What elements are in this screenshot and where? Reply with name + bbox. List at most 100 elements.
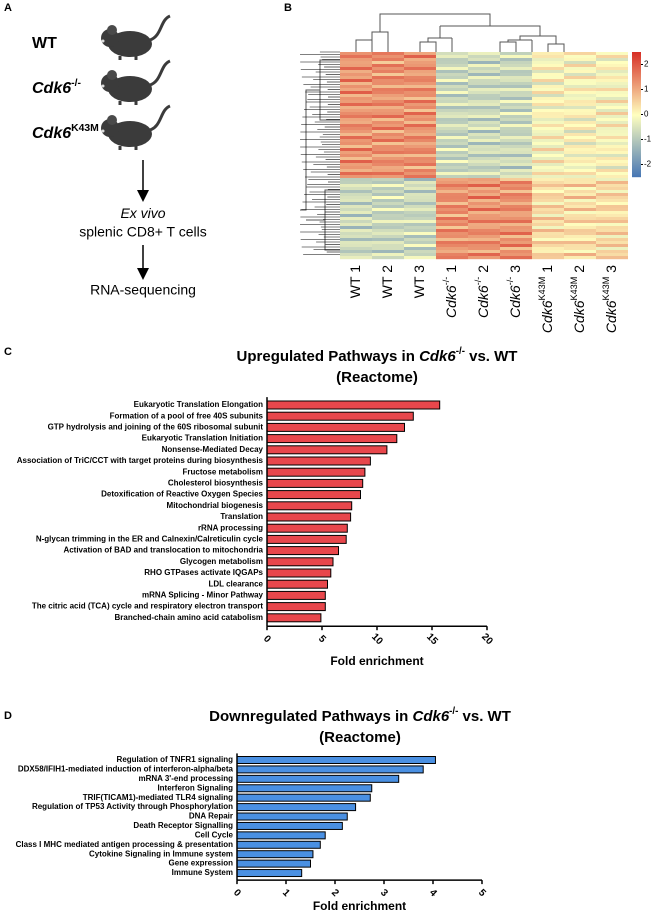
heat-cell: [404, 136, 436, 140]
category-label: Fructose metabolism: [183, 467, 263, 476]
heat-cell: [436, 112, 468, 116]
heat-cell: [596, 67, 628, 71]
colorbar-cell: [632, 132, 641, 134]
colorbar-cell: [632, 175, 641, 177]
heat-cell: [372, 193, 404, 197]
heat-cell: [564, 178, 596, 182]
colorbar-cell: [632, 116, 641, 118]
heat-cell: [436, 76, 468, 80]
colorbar-cell: [632, 115, 641, 117]
heat-cell: [340, 247, 372, 251]
heat-cell: [532, 160, 564, 164]
heat-cell: [340, 169, 372, 173]
colorbar-cell: [632, 88, 641, 90]
heat-cell: [468, 247, 500, 251]
text-part: 2: [475, 265, 491, 277]
heat-cell: [404, 160, 436, 164]
heat-cell: [596, 217, 628, 221]
heat-cell: [468, 115, 500, 119]
heat-cell: [404, 67, 436, 71]
heat-cell: [436, 67, 468, 71]
heat-cell: [564, 226, 596, 230]
heat-cell: [564, 112, 596, 116]
heat-cell: [500, 97, 532, 101]
heat-cell: [372, 124, 404, 128]
heat-cell: [500, 133, 532, 137]
colorbar-cell: [632, 89, 641, 91]
colorbar-cell: [632, 123, 641, 125]
heat-cell: [340, 106, 372, 110]
colorbar-cell: [632, 140, 641, 142]
heat-cell: [596, 244, 628, 248]
heat-cell: [564, 247, 596, 251]
heat-cell: [500, 100, 532, 104]
heat-cell: [404, 256, 436, 260]
heat-cell: [404, 91, 436, 95]
heat-cell: [532, 130, 564, 134]
heat-cell: [596, 112, 628, 116]
heat-cell: [468, 181, 500, 185]
category-label: Eukaryotic Translation Elongation: [134, 400, 263, 409]
column-label: Cdk6K43M 2: [569, 265, 586, 333]
heat-cell: [404, 172, 436, 176]
colorbar-cell: [632, 85, 641, 87]
bar: [266, 613, 322, 623]
heat-cell: [404, 220, 436, 224]
colorbar-cell: [632, 65, 641, 67]
colorbar-cell: [632, 150, 641, 152]
heat-cell: [372, 154, 404, 158]
heat-cell: [468, 250, 500, 254]
colorbar-cell: [632, 114, 641, 116]
heat-cell: [596, 187, 628, 191]
colorbar-cell: [632, 111, 641, 113]
heat-cell: [564, 235, 596, 239]
heat-cell: [596, 172, 628, 176]
heat-cell: [404, 253, 436, 257]
colorbar-cell: [632, 134, 641, 136]
category-label: Regulation of TP53 Activity through Phos…: [32, 802, 233, 811]
heat-cell: [564, 193, 596, 197]
colorbar-cell: [632, 168, 641, 170]
column-label: Cdk6-/- 2: [473, 265, 490, 318]
heat-cell: [532, 121, 564, 125]
heat-cell: [532, 163, 564, 167]
colorbar-cell: [632, 107, 641, 109]
heat-cell: [372, 73, 404, 77]
heat-cell: [532, 67, 564, 71]
heat-cell: [372, 208, 404, 212]
bar: [266, 501, 353, 511]
heat-cell: [596, 247, 628, 251]
colorbar-cell: [632, 70, 641, 72]
x-tick-label: 15: [424, 631, 440, 647]
colorbar-cell: [632, 169, 641, 171]
heat-cell: [372, 118, 404, 122]
heat-cell: [596, 94, 628, 98]
heat-cell: [596, 61, 628, 65]
heat-cell: [340, 199, 372, 203]
bar: [266, 467, 366, 477]
heat-cell: [468, 70, 500, 74]
heat-cell: [596, 241, 628, 245]
category-label: GTP hydrolysis and joining of the 60S ri…: [48, 423, 264, 432]
heat-cell: [500, 247, 532, 251]
heat-cell: [564, 76, 596, 80]
heat-cell: [404, 133, 436, 137]
colorbar-cell: [632, 76, 641, 78]
heat-cell: [500, 52, 532, 56]
heat-cell: [436, 148, 468, 152]
heat-cell: [436, 139, 468, 143]
colorbar-cell: [632, 166, 641, 168]
dendrogram: [300, 13, 565, 251]
heat-cell: [500, 205, 532, 209]
heat-cell: [564, 250, 596, 254]
heat-cell: [468, 127, 500, 131]
heat-cell: [372, 196, 404, 200]
heat-cell: [468, 91, 500, 95]
heat-cell: [404, 55, 436, 59]
heat-cell: [436, 121, 468, 125]
colorbar-cell: [632, 52, 641, 54]
heat-cell: [564, 160, 596, 164]
heat-cell: [340, 100, 372, 104]
heat-cell: [500, 79, 532, 83]
heat-cell: [404, 229, 436, 233]
